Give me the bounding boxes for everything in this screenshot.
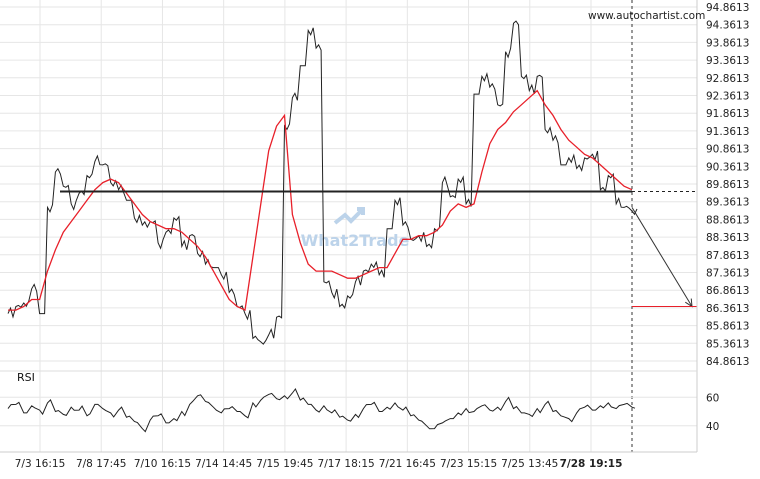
y-tick-label: 87.3613 xyxy=(706,268,749,280)
x-tick-label: 7/21 16:45 xyxy=(379,458,436,470)
y-tick-label: 88.3613 xyxy=(706,232,749,244)
y-tick-label: 93.3613 xyxy=(706,55,749,67)
moving-average-line xyxy=(8,89,633,312)
y-tick-label: 93.8613 xyxy=(706,37,749,49)
x-tick-label: 7/23 15:15 xyxy=(440,458,497,470)
y-tick-label: 92.3613 xyxy=(706,91,749,103)
y-tick-label: 86.8613 xyxy=(706,285,749,297)
y-tick-label: 84.8613 xyxy=(706,356,749,368)
y-tick-label: 90.8613 xyxy=(706,144,749,156)
y-tick-label: 92.8613 xyxy=(706,73,749,85)
y-tick-label: 91.3613 xyxy=(706,126,749,138)
watermark: www.autochartist.com xyxy=(588,10,705,22)
y-tick-label: 94.8613 xyxy=(706,2,749,14)
price-series-layer xyxy=(7,20,638,345)
gridlines xyxy=(0,0,697,452)
x-tick-label: 7/14 14:45 xyxy=(195,458,252,470)
x-tick-label: 7/8 17:45 xyxy=(76,458,127,470)
y-tick-label: 91.8613 xyxy=(706,108,749,120)
projection-arrow xyxy=(631,207,693,307)
logo-mark xyxy=(333,207,365,225)
pattern-overlay xyxy=(60,0,697,452)
y-tick-label: 85.3613 xyxy=(706,338,749,350)
projection-arrowhead xyxy=(685,298,693,308)
rsi-tick-label: 60 xyxy=(706,392,719,404)
y-tick-label: 87.8613 xyxy=(706,250,749,262)
y-tick-label: 88.8613 xyxy=(706,214,749,226)
x-tick-label: 7/17 18:15 xyxy=(318,458,375,470)
axes: 94.8613 94.3613 93.8613 93.3613 92.8613 92.36… xyxy=(0,0,749,470)
x-tick-label: 7/15 19:45 xyxy=(256,458,313,470)
x-tick-label: 7/28 19:15 xyxy=(560,458,623,470)
y-tick-label: 85.8613 xyxy=(706,321,749,333)
logo-text: What2Trade xyxy=(301,231,410,250)
rsi-label: RSI xyxy=(17,371,35,384)
rsi-tick-label: 40 xyxy=(706,421,719,433)
x-tick-label: 7/25 13:45 xyxy=(501,458,558,470)
y-tick-label: 89.3613 xyxy=(706,197,749,209)
y-tick-label: 90.3613 xyxy=(706,161,749,173)
y-tick-label: 86.3613 xyxy=(706,303,749,315)
rsi-line xyxy=(7,388,636,433)
x-tick-label: 7/10 16:15 xyxy=(134,458,191,470)
y-tick-label: 94.3613 xyxy=(706,20,749,32)
rsi-panel xyxy=(0,388,697,433)
price-line xyxy=(7,20,638,345)
y-tick-label: 89.8613 xyxy=(706,179,749,191)
x-tick-label: 7/3 16:15 xyxy=(15,458,66,470)
what2trade-logo: What2Trade xyxy=(301,207,410,250)
